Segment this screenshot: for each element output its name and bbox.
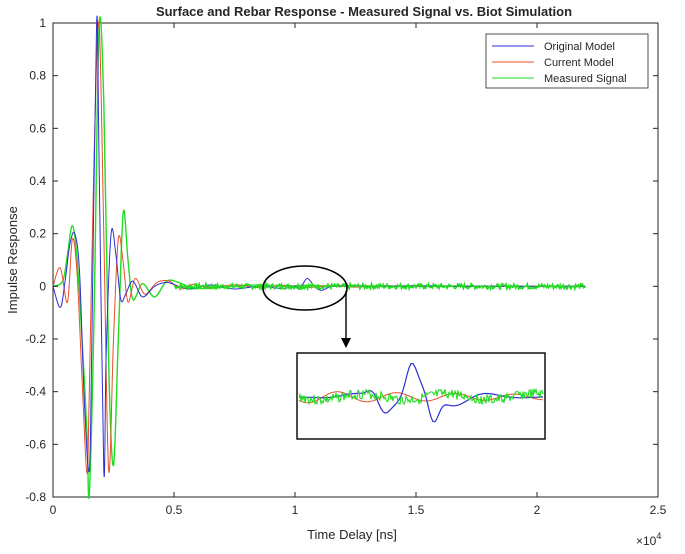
tick-layer: 0 0.5 1 1.5 2 2.5 -0.8 -0.6 -0.4 -0.2 0 0.2 0.4 0.6 0.… bbox=[25, 16, 666, 517]
legend: Original Model Current Model Measured Si… bbox=[485, 33, 649, 89]
inset-traces bbox=[298, 362, 544, 423]
zoom-annotation bbox=[262, 265, 546, 440]
y-axis-label: Impulse Response bbox=[5, 206, 20, 314]
current-model-line bbox=[52, 21, 586, 474]
y-tick-label: -0.8 bbox=[25, 490, 46, 504]
series-layer bbox=[52, 15, 586, 499]
x-tick-label: 2.5 bbox=[650, 503, 667, 517]
x-tick-label: 1 bbox=[292, 503, 299, 517]
y-tick-label: -0.6 bbox=[25, 437, 46, 451]
x-tick-label: 1.5 bbox=[408, 503, 425, 517]
legend-label-current: Current Model bbox=[544, 57, 614, 69]
chart-title: Surface and Rebar Response - Measured Si… bbox=[156, 4, 572, 19]
measured-signal-noise bbox=[173, 280, 586, 292]
inset-measured-signal bbox=[298, 387, 544, 406]
y-tick-label: 1 bbox=[39, 16, 46, 30]
zoom-arrow-head bbox=[341, 338, 351, 348]
x-tick-label: 0 bbox=[50, 503, 57, 517]
x-tick-label: 2 bbox=[534, 503, 541, 517]
y-tick-label: 0.2 bbox=[29, 227, 46, 241]
y-tick-label: -0.4 bbox=[25, 385, 46, 399]
inset-box bbox=[296, 352, 546, 440]
y-tick-label: -0.2 bbox=[25, 332, 46, 346]
y-tick-label: 0.6 bbox=[29, 121, 46, 135]
legend-label-original: Original Model bbox=[544, 41, 615, 53]
x-axis-label: Time Delay [ns] bbox=[307, 527, 397, 542]
zoom-region-ellipse bbox=[262, 265, 348, 311]
y-tick-label: 0 bbox=[39, 279, 46, 293]
x-tick-label: 0.5 bbox=[166, 503, 183, 517]
inset-original-model bbox=[299, 362, 543, 423]
x-exponent-label: ×104 bbox=[636, 531, 661, 548]
y-tick-label: 0.4 bbox=[29, 174, 46, 188]
y-tick-label: 0.8 bbox=[29, 69, 46, 83]
legend-label-measured: Measured Signal bbox=[544, 73, 627, 85]
legend-box bbox=[485, 33, 649, 89]
